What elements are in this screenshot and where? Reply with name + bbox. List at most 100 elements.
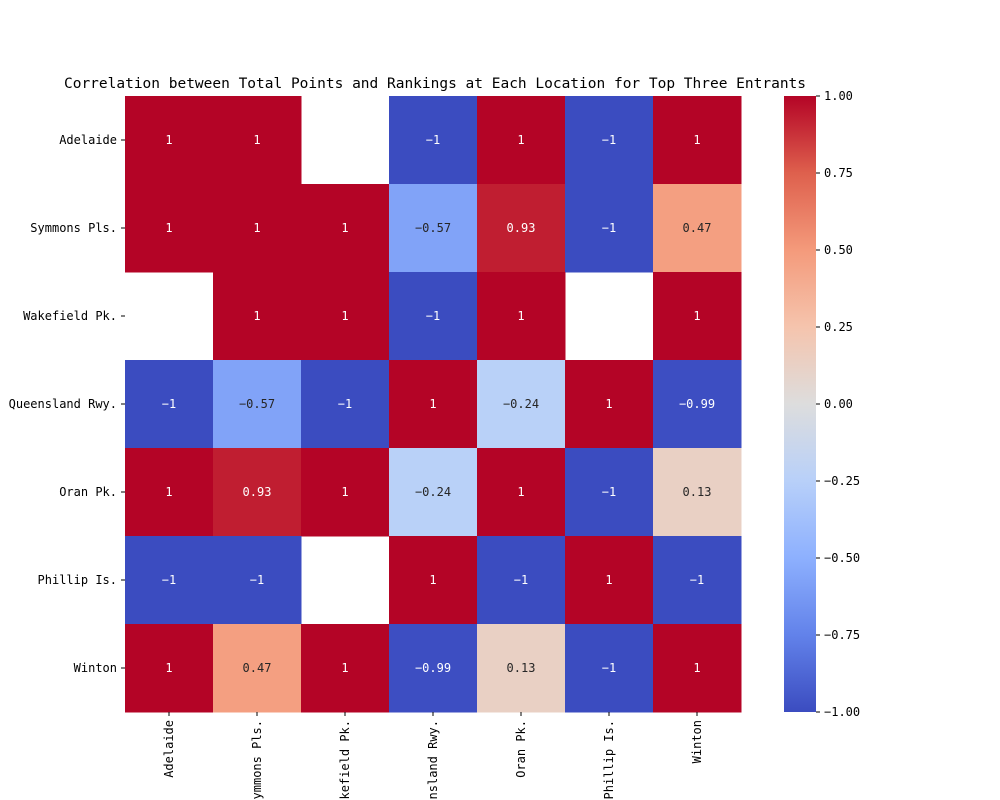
heatmap-cell [125,184,214,273]
column-tick-label: Wakefield Pk. [338,720,352,800]
heatmap-cell [565,624,654,713]
heatmap-cell [565,536,654,625]
cell-value-label: −1 [162,573,176,587]
heatmap-cell [389,360,478,449]
column-tick-label: Adelaide [162,720,176,778]
heatmap-cell [389,536,478,625]
heatmap-cell [213,536,302,625]
cell-value-label: 1 [341,309,348,323]
colorbar-tick-label: −1.00 [824,705,860,719]
cell-value-label: −1 [602,661,616,675]
cell-value-label: −1 [602,221,616,235]
heatmap-cell [213,624,302,713]
cell-value-label: −1 [250,573,264,587]
cell-value-label: 1 [165,661,172,675]
colorbar-tick-label: 0.00 [824,397,853,411]
row-tick-label: Oran Pk. [59,485,117,499]
column-tick-labels: Adelaide Symmons Pls. Wakefield Pk. Queensl… [162,712,704,800]
heatmap-cell [653,624,742,713]
cell-value-label: −0.24 [503,397,539,411]
cell-value-label: 0.13 [507,661,536,675]
cell-value-label: −1 [514,573,528,587]
cell-value-label: −0.57 [415,221,451,235]
cell-value-label: 1 [429,573,436,587]
heatmap-cell [653,360,742,449]
heatmap-cell [565,184,654,273]
cell-value-label: 1 [517,485,524,499]
heatmap-cell [565,448,654,537]
heatmap-cell [565,96,654,185]
column-tick-label: Oran Pk. [514,720,528,778]
heatmap-cell [301,360,390,449]
row-tick-label: Queensland Rwy. [9,397,117,411]
colorbar-tick-label: −0.75 [824,628,860,642]
colorbar [784,96,816,712]
cell-value-label: 1 [341,221,348,235]
cell-value-label: 1 [693,133,700,147]
cell-value-label: 1 [253,309,260,323]
cell-value-label: −0.99 [679,397,715,411]
heatmap-cell [653,184,742,273]
heatmap-cell [125,448,214,537]
heatmap-cell [125,360,214,449]
heatmap-cell [389,96,478,185]
heatmap-cell [477,360,566,449]
cell-value-label: −1 [338,397,352,411]
cell-value-label: 1 [429,397,436,411]
cell-value-label: 1 [165,485,172,499]
heatmap-cell [565,360,654,449]
cell-value-label: 1 [605,573,612,587]
heatmap-cell [213,360,302,449]
row-tick-label: Phillip Is. [38,573,117,587]
heatmap-cell [125,96,214,185]
cell-value-label: 1 [341,661,348,675]
heatmap-cell [301,184,390,273]
heatmap-cell [477,272,566,361]
cell-value-label: 0.47 [683,221,712,235]
cell-value-label: −1 [602,485,616,499]
colorbar-tick-label: 0.25 [824,320,853,334]
chart-title: Correlation between Total Points and Ran… [64,76,806,92]
heatmap-cells: 1 1 −1 1 −1 1 1 1 1 −0.57 0.93 −1 0.47 1 1 −1 1 1 −1 −0.57 −… [125,96,742,713]
cell-value-label: −1 [426,133,440,147]
heatmap-cell [301,448,390,537]
colorbar-tick-label: −0.25 [824,474,860,488]
heatmap-cell [301,624,390,713]
cell-value-label: −0.24 [415,485,451,499]
cell-value-label: −1 [426,309,440,323]
row-tick-labels: Adelaide Symmons Pls. Wakefield Pk. Queensl… [9,133,125,675]
colorbar-tick-label: −0.50 [824,551,860,565]
column-tick-label: Queensland Rwy. [426,720,440,800]
cell-value-label: 1 [165,133,172,147]
heatmap-cell [477,96,566,185]
heatmap-cell [653,448,742,537]
heatmap-cell [477,624,566,713]
heatmap-cell [389,448,478,537]
column-tick-label: Symmons Pls. [250,720,264,800]
cell-value-label: 1 [693,661,700,675]
row-tick-label: Wakefield Pk. [23,309,117,323]
heatmap-cell [477,184,566,273]
heatmap-cell [653,96,742,185]
heatmap-cell [653,536,742,625]
heatmap-cell [477,536,566,625]
cell-value-label: −1 [162,397,176,411]
colorbar-tick-label: 0.75 [824,166,853,180]
cell-value-label: −1 [602,133,616,147]
cell-value-label: 1 [693,309,700,323]
cell-value-label: 0.47 [243,661,272,675]
heatmap-cell [389,272,478,361]
cell-value-label: 1 [605,397,612,411]
heatmap-cell [301,272,390,361]
colorbar-tick-label: 1.00 [824,89,853,103]
cell-value-label: −1 [690,573,704,587]
cell-value-label: 1 [517,133,524,147]
cell-value-label: 1 [253,133,260,147]
heatmap-cell [125,536,214,625]
cell-value-label: 1 [165,221,172,235]
column-tick-label: Phillip Is. [602,720,616,799]
cell-value-label: 0.93 [507,221,536,235]
heatmap-cell [477,448,566,537]
heatmap-cell [213,448,302,537]
